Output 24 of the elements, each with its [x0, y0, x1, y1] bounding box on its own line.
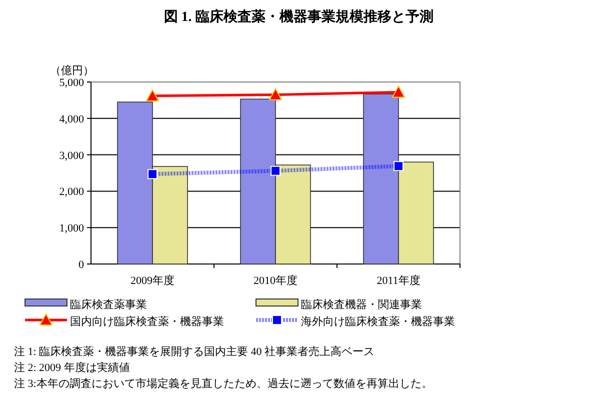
legend-label: 臨床検査薬事業 — [70, 298, 147, 311]
x-tick-label: 2010年度 — [254, 274, 298, 287]
y-tick-label: 4,000 — [59, 113, 84, 126]
y-tick-label: 0 — [78, 259, 84, 271]
point — [146, 89, 159, 102]
point — [394, 161, 404, 172]
x-tick-label: 2009年度 — [130, 274, 174, 287]
chart-title: 図 1. 臨床検査薬・機器事業規模推移と予測 — [164, 8, 434, 25]
y-tick-label: 1,000 — [59, 222, 84, 235]
point — [392, 86, 405, 98]
legend-label: 臨床検査機器・関連事業 — [301, 298, 422, 311]
point — [270, 166, 280, 176]
y-axis-title: （億円） — [50, 64, 94, 77]
point — [148, 169, 158, 180]
text: 注 3:本年の調査において市場定義を見直したため、過去に遡って数値を再算出した。 — [14, 377, 432, 390]
legend-label: 海外向け臨床検査薬・機器事業 — [301, 315, 455, 328]
y-tick-label: 5,000 — [59, 77, 84, 89]
text: 注 1: 臨床検査薬・機器事業を展開する国内主要 40 社事業者売上高ベース — [14, 345, 375, 358]
y-tick-label: 2,000 — [59, 186, 84, 198]
text: 注 2: 2009 年度は実績値 — [14, 361, 130, 374]
y-tick-label: 3,000 — [59, 150, 84, 162]
x-tick-label: 2011年度 — [376, 274, 420, 287]
point — [269, 88, 282, 100]
legend-label: 国内向け臨床検査薬・機器事業 — [70, 315, 224, 328]
